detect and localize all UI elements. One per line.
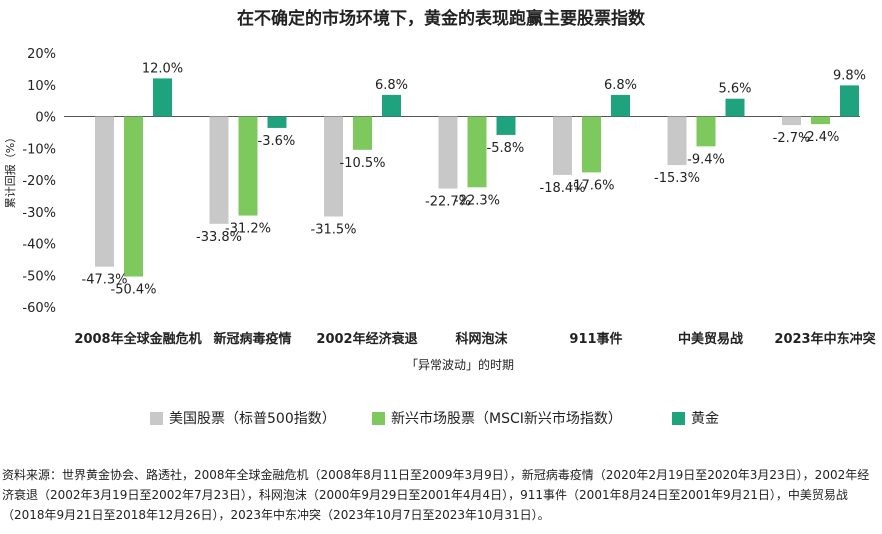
y-tick-label: -30%	[22, 206, 56, 221]
y-tick-label: 10%	[27, 79, 56, 94]
x-axis-label: 「异常波动」的时期	[406, 357, 514, 372]
legend-label-gold: 黄金	[691, 411, 719, 427]
bar-gold	[725, 98, 745, 117]
bar-chart: 20%10%0%-10%-20%-30%-40%-50%-60% -47.3%-…	[3, 47, 876, 372]
x-tick-label: 2002年经济衰退	[316, 331, 417, 347]
data-label-em-stocks: -2.4%	[802, 130, 840, 145]
data-label-em-stocks: -10.5%	[340, 156, 386, 171]
data-label-gold: 5.6%	[718, 82, 751, 97]
y-tick-label: 0%	[35, 111, 56, 126]
y-tick-label: -10%	[22, 142, 56, 157]
bar-gold	[840, 85, 859, 117]
bar-em-stocks	[467, 116, 487, 188]
legend-swatch-em-stocks	[372, 411, 385, 425]
x-tick-label: 2023年中东冲突	[774, 331, 875, 347]
bar-em-stocks	[124, 116, 143, 277]
x-tick-label: 新冠病毒疫情	[213, 331, 291, 347]
data-label-gold: -3.6%	[258, 134, 296, 149]
y-axis: 20% 10% 0% -10% -20% -30% -40% -50% -60%	[22, 47, 56, 316]
data-label-em-stocks: -31.2%	[225, 222, 271, 237]
bar-us-stocks	[95, 116, 114, 267]
data-label-us-stocks: -33.8%	[196, 230, 242, 245]
y-tick-label: 20%	[27, 47, 56, 62]
y-tick-label: -40%	[22, 238, 56, 253]
bar-us-stocks	[553, 116, 572, 175]
legend-item-em-stocks: 新兴市场股票（MSCI新兴市场指数）	[372, 408, 622, 428]
data-label-us-stocks: -31.5%	[311, 223, 357, 238]
data-label-em-stocks: -17.6%	[569, 178, 615, 193]
y-tick-label: -20%	[22, 174, 56, 189]
data-label-us-stocks: -22.7%	[425, 195, 471, 210]
data-label-gold: 6.8%	[375, 78, 408, 93]
bar-em-stocks	[696, 116, 716, 147]
bar-us-stocks	[438, 116, 458, 189]
x-tick-label: 中美贸易战	[678, 331, 743, 347]
legend-item-us-stocks: 美国股票（标普500指数）	[150, 408, 336, 428]
data-label-gold: 6.8%	[604, 78, 637, 93]
data-label-gold: -5.8%	[487, 141, 525, 156]
bar-labels: -47.3%-50.4% 12.0% -33.8%-31.2% -3.6% -31.5%…	[82, 61, 867, 297]
legend: 美国股票（标普500指数） 新兴市场股票（MSCI新兴市场指数） 黄金	[0, 408, 882, 428]
legend-item-gold: 黄金	[672, 408, 719, 428]
x-tick-label: 911事件	[569, 331, 622, 347]
data-label-us-stocks: -18.4%	[540, 181, 586, 196]
x-tick-label: 2008年全球金融危机	[74, 331, 201, 347]
chart-title: 在不确定的市场环境下，黄金的表现跑赢主要股票指数	[237, 9, 645, 29]
bar-us-stocks	[324, 116, 343, 217]
x-axis: 2008年全球金融危机 新冠病毒疫情 2002年经济衰退 科网泡沫 911事件 中美贸易战…	[74, 331, 875, 347]
legend-label-em-stocks: 新兴市场股票（MSCI新兴市场指数）	[391, 411, 622, 427]
bar-gold	[611, 94, 630, 117]
data-label-gold: 12.0%	[142, 61, 183, 76]
source-note: 资料来源：世界黄金协会、路透社，2008年全球金融危机（2008年8月11日至2…	[2, 468, 870, 522]
x-tick-label: 科网泡沫	[455, 331, 508, 347]
legend-label-us-stocks: 美国股票（标普500指数）	[169, 411, 336, 427]
bar-gold	[267, 116, 287, 128]
data-label-us-stocks: -2.7%	[773, 131, 811, 146]
data-label-em-stocks: -50.4%	[111, 283, 157, 298]
legend-swatch-gold	[672, 411, 685, 425]
bar-em-stocks	[811, 116, 830, 125]
bar-gold	[496, 116, 516, 135]
y-tick-label: -60%	[22, 301, 56, 316]
data-label-em-stocks: -9.4%	[687, 152, 725, 167]
y-tick-label: -50%	[22, 269, 56, 284]
bar-em-stocks	[582, 116, 601, 173]
data-label-us-stocks: -47.3%	[82, 273, 128, 288]
y-axis-label: 累计回报（%）	[3, 132, 17, 208]
bar-us-stocks	[667, 116, 687, 166]
bar-us-stocks	[782, 116, 801, 126]
bar-em-stocks	[238, 116, 258, 216]
bar-gold	[382, 94, 401, 117]
bars	[95, 78, 859, 277]
bar-em-stocks	[353, 116, 372, 150]
bar-us-stocks	[209, 116, 229, 224]
legend-swatch-us-stocks	[150, 411, 163, 425]
data-label-us-stocks: -15.3%	[654, 171, 700, 186]
data-label-em-stocks: -22.3%	[454, 193, 500, 208]
bar-gold	[153, 78, 172, 117]
data-label-gold: 9.8%	[833, 68, 866, 83]
